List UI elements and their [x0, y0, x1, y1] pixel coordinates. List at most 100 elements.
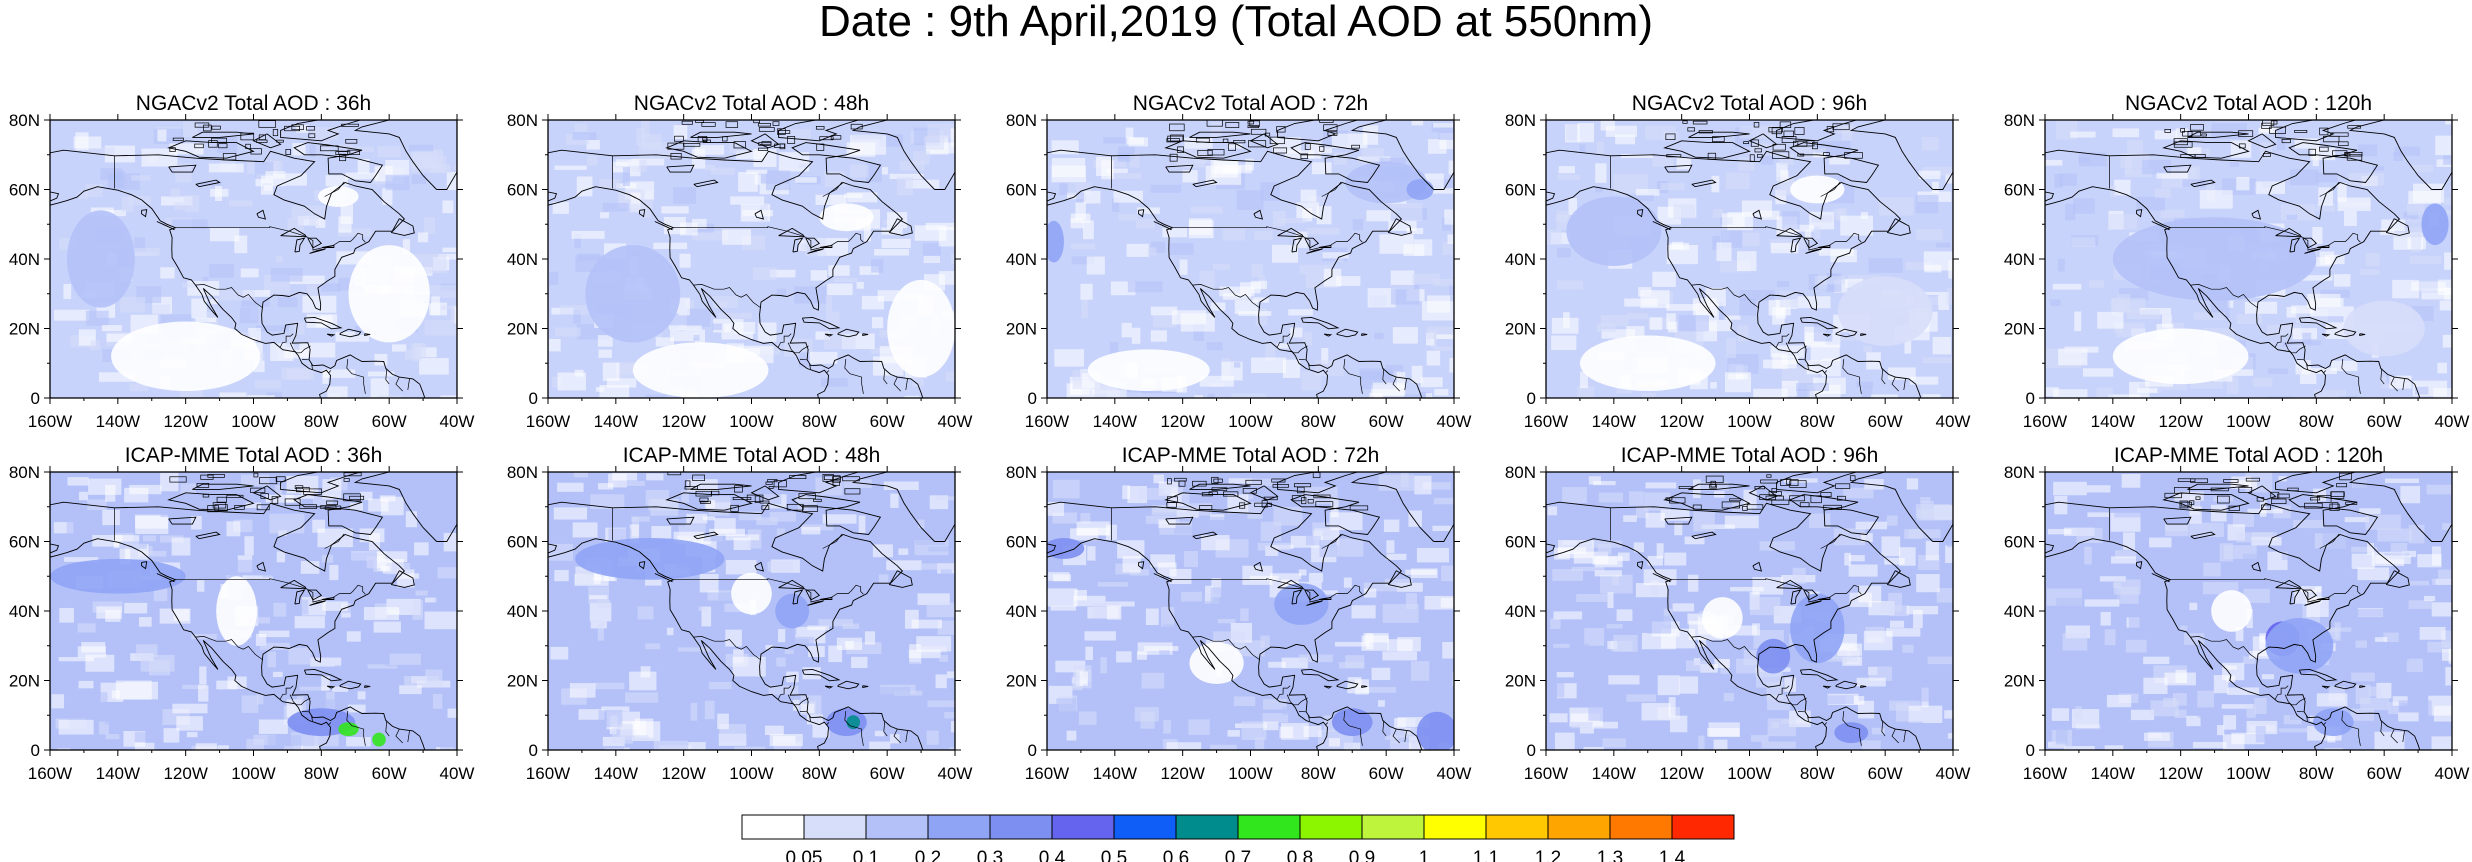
lake-outline [1805, 248, 1823, 254]
lat-tick-label: 40N [1006, 602, 1037, 621]
aod-cell [1347, 677, 1362, 688]
aod-cell [1231, 488, 1263, 496]
aod-cell [1711, 175, 1720, 193]
aod-cell [1596, 141, 1604, 155]
arctic-island [1786, 478, 1792, 485]
colorbar-label: 0.2 [915, 848, 941, 862]
aod-cell [1153, 313, 1177, 328]
aod-cell [890, 493, 899, 508]
arctic-island [1772, 143, 1786, 151]
aod-cell [2353, 608, 2384, 617]
aod-cell [1075, 202, 1086, 220]
lake-outline [1803, 589, 1819, 601]
country-border [1842, 359, 1862, 394]
country-border [1791, 697, 1807, 706]
aod-cell [1750, 596, 1781, 616]
aod-cell [881, 167, 888, 175]
aod-cell [258, 719, 288, 734]
island-outline [2321, 685, 2331, 689]
aod-cell [704, 164, 715, 171]
island-outline [1637, 209, 1644, 218]
arctic-island [722, 136, 728, 142]
aod-cell [1668, 321, 1678, 333]
aod-cell [2142, 159, 2172, 175]
island-outline [326, 685, 336, 689]
aod-cell [1362, 125, 1379, 145]
country-border [1824, 370, 1828, 374]
aod-cell [2451, 183, 2452, 188]
arctic-island [1754, 148, 1762, 153]
aod-cell [1571, 723, 1593, 729]
aod-cell [1282, 707, 1314, 715]
aod-cell [1740, 289, 1775, 301]
aod-cell [442, 247, 457, 253]
aod-cell [1405, 569, 1437, 575]
arctic-island [343, 478, 350, 482]
aod-cell [1596, 323, 1616, 332]
lake-outline [2302, 237, 2318, 249]
aod-cell [285, 599, 309, 615]
arctic-island [1166, 478, 1172, 485]
aod-cell [2154, 188, 2172, 198]
aod-cell [2390, 542, 2408, 555]
arctic-island [730, 504, 739, 512]
arctic-island [1765, 495, 1784, 501]
country-border [1192, 636, 1261, 661]
aod-cell [215, 185, 223, 202]
aod-cell [1915, 229, 1943, 241]
lake-outline [1306, 600, 1324, 606]
aod-cell [386, 598, 421, 615]
aod-cell [573, 309, 581, 324]
aod-cell [554, 570, 569, 582]
panel-title: ICAP-MME Total AOD : 48h [623, 444, 881, 467]
aod-cell [2082, 649, 2092, 654]
aod-cell [1821, 358, 1841, 377]
aod-cell [2199, 190, 2233, 209]
colorbar-label: 1.1 [1473, 848, 1499, 862]
aod-cell [2192, 741, 2227, 748]
aod-cell [2320, 289, 2350, 298]
aod-cell [2149, 537, 2172, 548]
aod-cell [572, 132, 597, 140]
island-outline [1387, 570, 1412, 588]
arctic-island [2173, 138, 2188, 146]
aod-cell [1814, 276, 1846, 285]
aod-cell [612, 724, 633, 744]
island-outline [750, 133, 780, 149]
lon-tick-label: 100W [729, 764, 773, 783]
aod-cell [924, 136, 945, 150]
colorbar-label: 0.3 [977, 848, 1003, 862]
arctic-island [1797, 153, 1805, 157]
aod-cell [2073, 198, 2095, 214]
aod-cell [681, 490, 690, 503]
arctic-island [1254, 502, 1272, 507]
arctic-island [1211, 487, 1228, 491]
aod-cell [2408, 524, 2425, 544]
arctic-island [1797, 140, 1815, 147]
arctic-island [2345, 151, 2363, 157]
island-outline [353, 120, 457, 190]
aod-cell [815, 194, 847, 205]
arctic-island [2256, 497, 2265, 502]
aod-cell [940, 569, 952, 585]
aod-cell [1081, 299, 1088, 319]
aod-cell [379, 495, 396, 502]
aod-cell [153, 587, 168, 602]
aod-cell [2110, 512, 2141, 532]
aod-cell [338, 228, 372, 237]
aod-cell [1770, 242, 1799, 254]
aod-cell [1276, 343, 1290, 349]
aod-cell [315, 217, 326, 228]
aod-cell [1054, 349, 1084, 367]
aod-cell [198, 685, 209, 702]
arctic-island [2195, 496, 2201, 500]
aod-cell [131, 175, 151, 181]
lat-tick-label: 20N [507, 320, 538, 339]
aod-cell [735, 150, 766, 159]
arctic-island [787, 136, 796, 144]
aod-cell [244, 536, 254, 556]
aod-cell [765, 644, 773, 650]
colorbar-swatch [1051, 814, 1115, 840]
aod-cell [2444, 252, 2452, 270]
aod-cell [1311, 162, 1332, 175]
